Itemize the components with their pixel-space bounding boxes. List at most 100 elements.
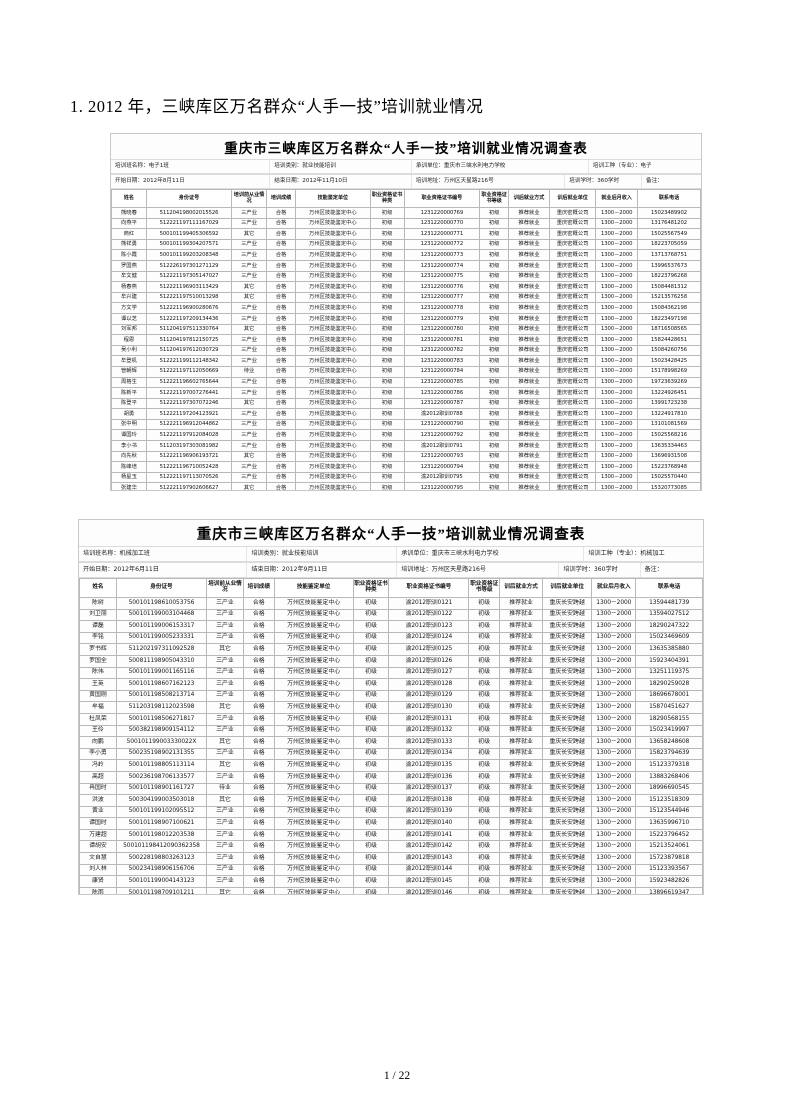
table-row: 陈登平 512221197307072246 其它 合格 万州区技能鉴定中心 初级 1231…	[111, 397, 701, 410]
table-cell: 三产业	[206, 875, 244, 888]
table-cell: 渝2012职训0142	[388, 840, 470, 854]
table-cell: 张中明	[111, 418, 147, 431]
table-cell: 万州区技能鉴定中心	[273, 724, 354, 738]
table-cell: 推荐就业	[508, 259, 550, 272]
table-row: 牟文健 512221197305147027 三产业 合格 万州区技能鉴定中心 初级 123…	[111, 270, 701, 283]
table-cell: 黄业	[79, 805, 117, 819]
table-cell: 渝2012职训0128	[388, 678, 470, 691]
table-cell: 合格	[265, 461, 297, 473]
table-cell: 初级	[468, 840, 501, 854]
table-cell: 李铭	[79, 631, 117, 645]
table-cell: 500811198905043310	[115, 654, 208, 668]
table-cell: 18290568155	[635, 712, 703, 726]
table-cell: 15723879818	[635, 852, 703, 865]
meta-category: 培训类别：就业技能培训	[270, 160, 412, 173]
table-cell: 冉国时	[79, 782, 117, 796]
table-cell: 重庆密概公司	[548, 302, 597, 314]
table-cell: 三产业	[231, 344, 267, 357]
table-cell: 合格	[242, 736, 275, 749]
table-cell: 渝2012职训0795	[403, 471, 481, 484]
table-cell: 500101198607162123	[115, 678, 208, 691]
table-cell: 三产业	[206, 863, 244, 877]
table-cell: 合格	[242, 770, 275, 784]
table-cell: 推荐就业	[508, 302, 550, 314]
table-cell: 商红	[111, 228, 147, 240]
table-cell: 19723639269	[637, 376, 701, 389]
table-cell: 重庆长安跨越	[542, 643, 593, 656]
table-cell: 18716508565	[637, 323, 701, 336]
table-cell: 18290259028	[635, 678, 703, 691]
table-cell: 512221199112148342	[145, 355, 233, 367]
table-cell: 推荐就业	[508, 249, 550, 261]
table-cell: 合格	[265, 270, 297, 283]
table-cell: 万州区技能鉴定中心	[273, 875, 354, 888]
table-cell: 合格	[242, 712, 275, 726]
meta-class-name: 培训班名称：机械加工班	[79, 547, 248, 561]
table-cell: 1300－2000	[595, 440, 639, 452]
table-cell: 500101199005233331	[115, 631, 208, 645]
table-cell: 合格	[265, 440, 297, 452]
table-cell: 合格	[265, 429, 297, 442]
table-cell: 初级	[369, 387, 405, 399]
table-cell: 合格	[265, 207, 297, 219]
column-header: 职业资格证书等级	[479, 189, 510, 208]
table-cell: 万州区技能鉴定中心	[273, 863, 354, 877]
spreadsheet-screenshot-machining: 重庆市三峡库区万名群众“人手一技”培训就业情况调查表 培训班名称：机械加工班 培…	[78, 519, 704, 895]
meta-provider: 承训单位：重庆市三峡水利电力学校	[412, 160, 589, 173]
table-cell: 13594481739	[635, 597, 703, 610]
column-header: 训后就业方式	[499, 578, 544, 598]
table-cell: 1300－2000	[595, 302, 639, 314]
table-cell: 初级	[479, 365, 510, 378]
table-cell: 1300－2000	[591, 770, 637, 784]
table-cell: 1300－2000	[595, 355, 639, 367]
table-cell: 渝2012职训0127	[388, 666, 470, 680]
table-cell: 初级	[479, 249, 510, 261]
table-cell: 推荐就业	[499, 782, 544, 796]
table-row: 刘卫丽 500101199003104468 三产业 合格 万州区技能鉴定中心 初级 渝20…	[79, 608, 703, 622]
table-cell: 512221197113070526	[145, 471, 233, 484]
table-cell: 谭磊	[79, 620, 117, 633]
table-cell: 万州区技能鉴定中心	[295, 355, 371, 367]
table-cell: 陈树	[79, 597, 117, 610]
table-cell: 万州区技能鉴定中心	[295, 270, 371, 283]
table-cell: 万州区技能鉴定中心	[295, 344, 371, 357]
table-cell: 15213576258	[637, 291, 701, 304]
table-meta-row-2: 开始日期：2012年6月11日 结束日期：2012年9月11日 培训地址：万州区…	[79, 562, 703, 578]
table-cell: 万州区技能鉴定中心	[273, 678, 354, 691]
table-cell: 刘军邦	[111, 323, 147, 336]
table-cell: 500101198709101211	[115, 886, 208, 894]
table-cell: 初级	[479, 376, 510, 389]
table-cell: 1300－2000	[591, 782, 637, 796]
table-cell: 吴小利	[111, 344, 147, 357]
table-cell: 重庆长安跨越	[542, 759, 593, 772]
table-cell: 1300－2000	[591, 736, 637, 749]
table-header-row: 姓名 身份证号 培训前从业情况 培训成绩 技能鉴定单位 职业资格证书种类 职业资格证书编号职…	[79, 578, 703, 598]
table-cell: 万州区技能鉴定中心	[295, 429, 371, 442]
table-cell: 初级	[369, 429, 405, 442]
column-header: 职业资格证书编号	[388, 578, 470, 598]
table-cell: 1300－2000	[591, 724, 637, 738]
table-cell: 重庆密概公司	[548, 334, 597, 346]
table-row: 罗国燕 512226197301271129 三产业 合格 万州区技能鉴定中心 初级 123…	[111, 259, 701, 272]
table-cell: 合格	[265, 249, 297, 261]
table-cell: 渝2012职训0141	[388, 828, 470, 842]
table-cell: 500101199203208348	[145, 249, 233, 261]
table-cell: 500101199405306592	[145, 228, 233, 240]
table-cell: 1300－2000	[595, 217, 639, 230]
table-cell: 合格	[242, 840, 275, 854]
table-cell: 重庆长安跨越	[542, 805, 593, 819]
table-cell: 合格	[265, 344, 297, 357]
table-cell: 初级	[479, 270, 510, 283]
meta-remark: 备注：	[645, 177, 663, 184]
table-cell: 1300－2000	[595, 429, 639, 442]
table-cell: 推荐就业	[499, 701, 544, 714]
table-cell: 512221197209134436	[145, 312, 233, 325]
table-cell: 1231220000795	[403, 482, 481, 490]
table-cell: 1231220000770	[403, 217, 481, 230]
table-cell: 重庆长安跨越	[542, 840, 593, 854]
table-cell: 陈峰培	[111, 461, 147, 473]
table-cell: 重庆长安跨越	[542, 712, 593, 726]
table-cell: 推荐就业	[508, 217, 550, 230]
column-header: 技能鉴定单位	[295, 189, 371, 208]
table-cell: 重庆密概公司	[548, 344, 597, 357]
